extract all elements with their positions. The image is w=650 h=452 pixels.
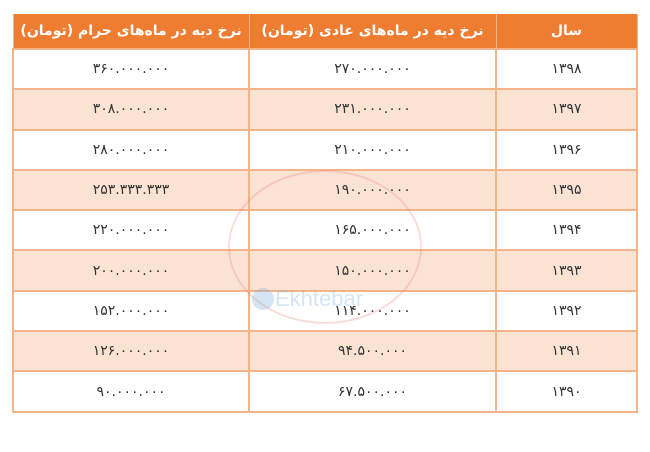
header-year: سال <box>495 14 638 49</box>
table-row: ۱۳۹۳ ۱۵۰.۰۰۰.۰۰۰ ۲۰۰.۰۰۰.۰۰۰ <box>12 249 638 292</box>
year-cell: ۱۳۹۷ <box>495 88 638 131</box>
table-row: ۱۳۹۸ ۲۷۰.۰۰۰.۰۰۰ ۳۶۰.۰۰۰.۰۰۰ <box>12 47 638 91</box>
year-cell: ۱۳۹۳ <box>495 249 638 292</box>
sacred-rate-cell: ۲۵۳.۳۳۳.۳۳۳ <box>12 168 250 212</box>
sacred-rate-cell: ۳۶۰.۰۰۰.۰۰۰ <box>12 47 250 91</box>
normal-rate-cell: ۱۹۰.۰۰۰.۰۰۰ <box>248 168 497 212</box>
sacred-rate-cell: ۱۵۲.۰۰۰.۰۰۰ <box>12 289 250 333</box>
header-row: سال نرخ دیه در ماه‌های عادی (تومان) نرخ … <box>12 14 638 49</box>
header-sacred-months: نرخ دیه در ماه‌های حرام (تومان) <box>12 14 250 49</box>
sacred-rate-cell: ۱۲۶.۰۰۰.۰۰۰ <box>12 330 250 373</box>
sacred-rate-cell: ۲۲۰.۰۰۰.۰۰۰ <box>12 209 250 252</box>
sacred-rate-cell: ۲۰۰.۰۰۰.۰۰۰ <box>12 249 250 292</box>
normal-rate-cell: ۱۱۴.۰۰۰.۰۰۰ <box>248 289 497 333</box>
normal-rate-cell: ۹۴.۵۰۰.۰۰۰ <box>248 330 497 373</box>
table-row: ۱۳۹۱ ۹۴.۵۰۰.۰۰۰ ۱۲۶.۰۰۰.۰۰۰ <box>12 330 638 373</box>
normal-rate-cell: ۲۳۱.۰۰۰.۰۰۰ <box>248 88 497 131</box>
year-cell: ۱۳۹۴ <box>495 209 638 252</box>
table-row: ۱۳۹۷ ۲۳۱.۰۰۰.۰۰۰ ۳۰۸.۰۰۰.۰۰۰ <box>12 88 638 131</box>
year-cell: ۱۳۹۱ <box>495 330 638 373</box>
table-row: ۱۳۹۶ ۲۱۰.۰۰۰.۰۰۰ ۲۸۰.۰۰۰.۰۰۰ <box>12 128 638 171</box>
year-cell: ۱۳۹۸ <box>495 47 638 91</box>
year-cell: ۱۳۹۰ <box>495 370 638 413</box>
normal-rate-cell: ۱۶۵.۰۰۰.۰۰۰ <box>248 209 497 252</box>
normal-rate-cell: ۲۷۰.۰۰۰.۰۰۰ <box>248 47 497 91</box>
table-row: ۱۳۹۴ ۱۶۵.۰۰۰.۰۰۰ ۲۲۰.۰۰۰.۰۰۰ <box>12 209 638 252</box>
sacred-rate-cell: ۹۰.۰۰۰.۰۰۰ <box>12 370 250 413</box>
year-cell: ۱۳۹۵ <box>495 168 638 212</box>
table-row: ۱۳۹۲ ۱۱۴.۰۰۰.۰۰۰ ۱۵۲.۰۰۰.۰۰۰ <box>12 289 638 333</box>
normal-rate-cell: ۲۱۰.۰۰۰.۰۰۰ <box>248 128 497 171</box>
year-cell: ۱۳۹۶ <box>495 128 638 171</box>
diyeh-rate-table: سال نرخ دیه در ماه‌های عادی (تومان) نرخ … <box>12 14 638 413</box>
sacred-rate-cell: ۲۸۰.۰۰۰.۰۰۰ <box>12 128 250 171</box>
normal-rate-cell: ۶۷.۵۰۰.۰۰۰ <box>248 370 497 413</box>
year-cell: ۱۳۹۲ <box>495 289 638 333</box>
header-normal-months: نرخ دیه در ماه‌های عادی (تومان) <box>248 14 497 49</box>
normal-rate-cell: ۱۵۰.۰۰۰.۰۰۰ <box>248 249 497 292</box>
sacred-rate-cell: ۳۰۸.۰۰۰.۰۰۰ <box>12 88 250 131</box>
table-row: ۱۳۹۰ ۶۷.۵۰۰.۰۰۰ ۹۰.۰۰۰.۰۰۰ <box>12 370 638 413</box>
table-row: ۱۳۹۵ ۱۹۰.۰۰۰.۰۰۰ ۲۵۳.۳۳۳.۳۳۳ <box>12 168 638 212</box>
